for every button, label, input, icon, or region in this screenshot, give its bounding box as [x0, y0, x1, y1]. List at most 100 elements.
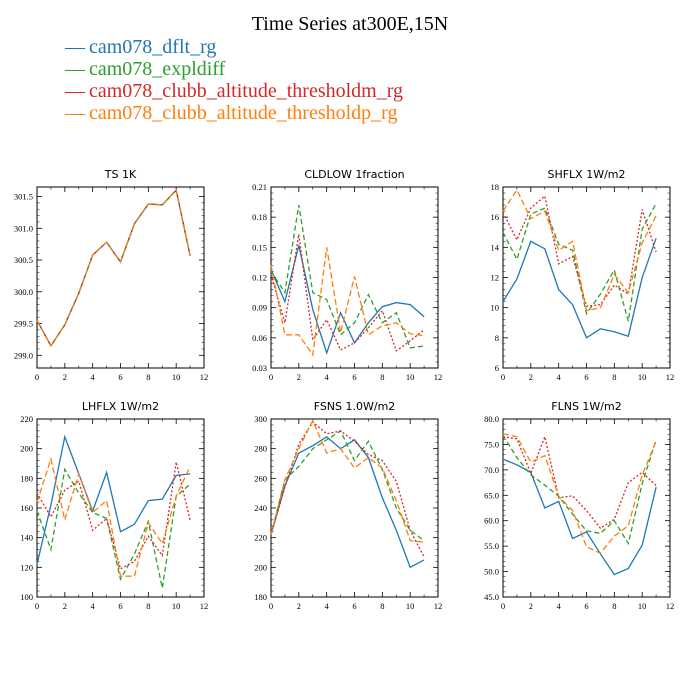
- x-tick-label: 10: [406, 601, 415, 611]
- y-tick-label: 280: [254, 444, 267, 454]
- x-tick-label: 8: [612, 601, 616, 611]
- y-tick-label: 65.0: [484, 490, 499, 500]
- x-tick-label: 0: [501, 372, 505, 382]
- y-tick-label: 100: [20, 592, 33, 602]
- x-tick-label: 2: [529, 601, 533, 611]
- chart-title: FLNS 1W/m2: [551, 400, 621, 413]
- legend-entry: — cam078_clubb_altitude_thresholdm_rg: [65, 80, 403, 102]
- series-line: [270, 204, 425, 349]
- x-tick-label: 4: [557, 601, 562, 611]
- x-tick-label: 4: [325, 601, 330, 611]
- y-tick-label: 70.0: [484, 465, 499, 475]
- x-tick-label: 12: [200, 601, 209, 611]
- x-tick-label: 4: [91, 372, 96, 382]
- legend-dash-icon: —: [65, 58, 85, 80]
- x-tick-label: 8: [146, 601, 150, 611]
- series-line: [270, 435, 425, 569]
- y-tick-label: 60.0: [484, 516, 499, 526]
- x-tick-label: 2: [297, 372, 301, 382]
- y-tick-label: 240: [254, 503, 267, 513]
- plot-frame: [270, 418, 439, 598]
- y-tick-label: 75.0: [484, 439, 499, 449]
- y-tick-label: 180: [254, 592, 267, 602]
- y-tick-label: 50.0: [484, 567, 499, 577]
- y-tick-label: 10: [491, 303, 500, 313]
- y-tick-label: 140: [20, 533, 33, 543]
- x-tick-label: 0: [35, 601, 39, 611]
- legend-label: cam078_dflt_rg: [89, 36, 217, 58]
- x-tick-label: 12: [434, 372, 443, 382]
- series-line: [36, 456, 191, 577]
- x-tick-label: 10: [406, 372, 415, 382]
- series-line: [502, 433, 657, 555]
- y-tick-label: 300.0: [14, 287, 33, 297]
- series-line: [270, 245, 425, 355]
- legend-entry: — cam078_dflt_rg: [65, 36, 403, 58]
- y-tick-label: 301.0: [14, 223, 33, 233]
- series-line: [36, 188, 191, 348]
- y-tick-label: 180: [20, 473, 33, 483]
- y-tick-label: 160: [20, 503, 33, 513]
- y-tick-label: 18: [491, 182, 500, 192]
- y-tick-label: 0.12: [252, 273, 267, 283]
- x-tick-label: 6: [118, 601, 122, 611]
- series-line: [270, 234, 425, 352]
- legend-dash-icon: —: [65, 36, 85, 58]
- y-tick-label: 200: [254, 562, 267, 572]
- series-line: [36, 188, 191, 348]
- x-tick-label: 2: [63, 372, 67, 382]
- legend-entry: — cam078_clubb_altitude_thresholdp_rg: [65, 102, 403, 124]
- legend-dash-icon: —: [65, 80, 85, 102]
- series-line: [36, 434, 191, 565]
- x-tick-label: 0: [269, 372, 273, 382]
- x-tick-label: 6: [584, 372, 588, 382]
- y-tick-label: 14: [491, 242, 500, 252]
- x-tick-label: 2: [63, 601, 67, 611]
- legend-label: cam078_clubb_altitude_thresholdm_rg: [89, 80, 404, 102]
- y-tick-label: 0.09: [252, 303, 267, 313]
- y-tick-label: 0.18: [252, 212, 267, 222]
- legend: — cam078_dflt_rg — cam078_expldiff — cam078…: [65, 36, 403, 124]
- x-tick-label: 6: [352, 601, 356, 611]
- x-tick-label: 12: [200, 372, 209, 382]
- chart-panel: TS 1K 0 2 4 6 8 10 12 299.0 299.5 300.0 300.5 301.0 3…: [14, 168, 208, 382]
- series-line: [36, 467, 191, 589]
- x-tick-label: 12: [666, 601, 675, 611]
- series-line: [502, 188, 657, 312]
- x-tick-label: 10: [638, 372, 647, 382]
- chart-panel: LHFLX 1W/m2 0 2 4 6 8 10 12 100 120 140 160 180 200 22…: [20, 400, 208, 611]
- plot-frame: [502, 418, 671, 598]
- series-line: [502, 434, 657, 546]
- y-tick-label: 300: [254, 414, 267, 424]
- chart-panel: FLNS 1W/m2 0 2 4 6 8 10 12 45.0 50.0 55.0 60.0 65.0 7…: [484, 400, 674, 611]
- x-tick-label: 12: [666, 372, 675, 382]
- y-tick-label: 80.0: [484, 414, 499, 424]
- series-line: [36, 188, 191, 348]
- x-tick-label: 6: [584, 601, 588, 611]
- series-line: [502, 434, 657, 530]
- x-tick-label: 2: [529, 372, 533, 382]
- chart-title: TS 1K: [104, 168, 137, 181]
- series-line: [502, 194, 657, 307]
- chart-panel: FSNS 1.0W/m2 0 2 4 6 8 10 12 180 200 220 240 260 280 3…: [254, 400, 442, 611]
- y-tick-label: 299.5: [14, 319, 33, 329]
- plot-frame: [502, 186, 671, 369]
- y-tick-label: 260: [254, 473, 267, 483]
- legend-dash-icon: —: [65, 102, 85, 124]
- y-tick-label: 300.5: [14, 255, 33, 265]
- plot-frame: [36, 186, 205, 369]
- chart-title: FSNS 1.0W/m2: [314, 400, 396, 413]
- chart-title: LHFLX 1W/m2: [82, 400, 159, 413]
- x-tick-label: 2: [297, 601, 301, 611]
- series-line: [502, 458, 657, 576]
- x-tick-label: 8: [380, 601, 384, 611]
- x-tick-label: 0: [269, 601, 273, 611]
- x-tick-label: 8: [380, 372, 384, 382]
- x-tick-label: 10: [638, 601, 647, 611]
- y-tick-label: 0.21: [252, 182, 267, 192]
- x-tick-label: 4: [91, 601, 96, 611]
- y-tick-label: 55.0: [484, 541, 499, 551]
- series-line: [270, 247, 425, 357]
- y-tick-label: 220: [20, 414, 33, 424]
